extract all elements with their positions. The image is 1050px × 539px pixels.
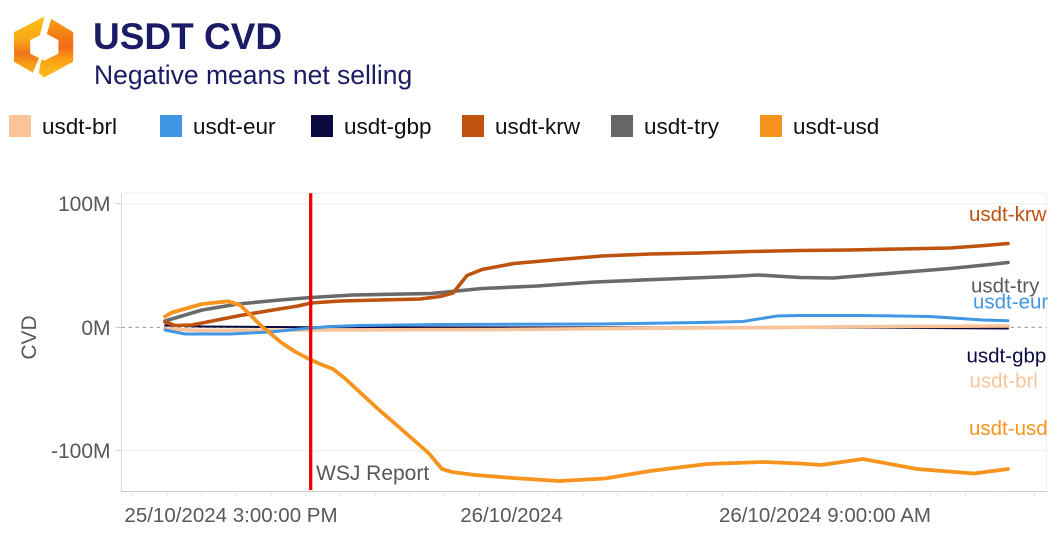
svg-text:26/10/2024 9:00:00 AM: 26/10/2024 9:00:00 AM — [719, 504, 931, 527]
svg-text:-100M: -100M — [51, 440, 111, 463]
svg-text:CVD: CVD — [18, 315, 41, 359]
svg-text:usdt-brl: usdt-brl — [970, 370, 1038, 393]
svg-text:usdt-eur: usdt-eur — [973, 291, 1048, 314]
svg-text:100M: 100M — [58, 193, 111, 216]
svg-text:usdt-usd: usdt-usd — [969, 417, 1048, 440]
svg-text:usdt-gbp: usdt-gbp — [967, 345, 1047, 368]
svg-text:usdt-krw: usdt-krw — [969, 203, 1047, 226]
svg-text:26/10/2024: 26/10/2024 — [460, 504, 563, 527]
svg-text:WSJ Report: WSJ Report — [316, 462, 429, 485]
svg-text:usdt-try: usdt-try — [971, 275, 1040, 298]
svg-text:0M: 0M — [81, 317, 110, 340]
svg-text:25/10/2024 3:00:00 PM: 25/10/2024 3:00:00 PM — [124, 504, 337, 527]
